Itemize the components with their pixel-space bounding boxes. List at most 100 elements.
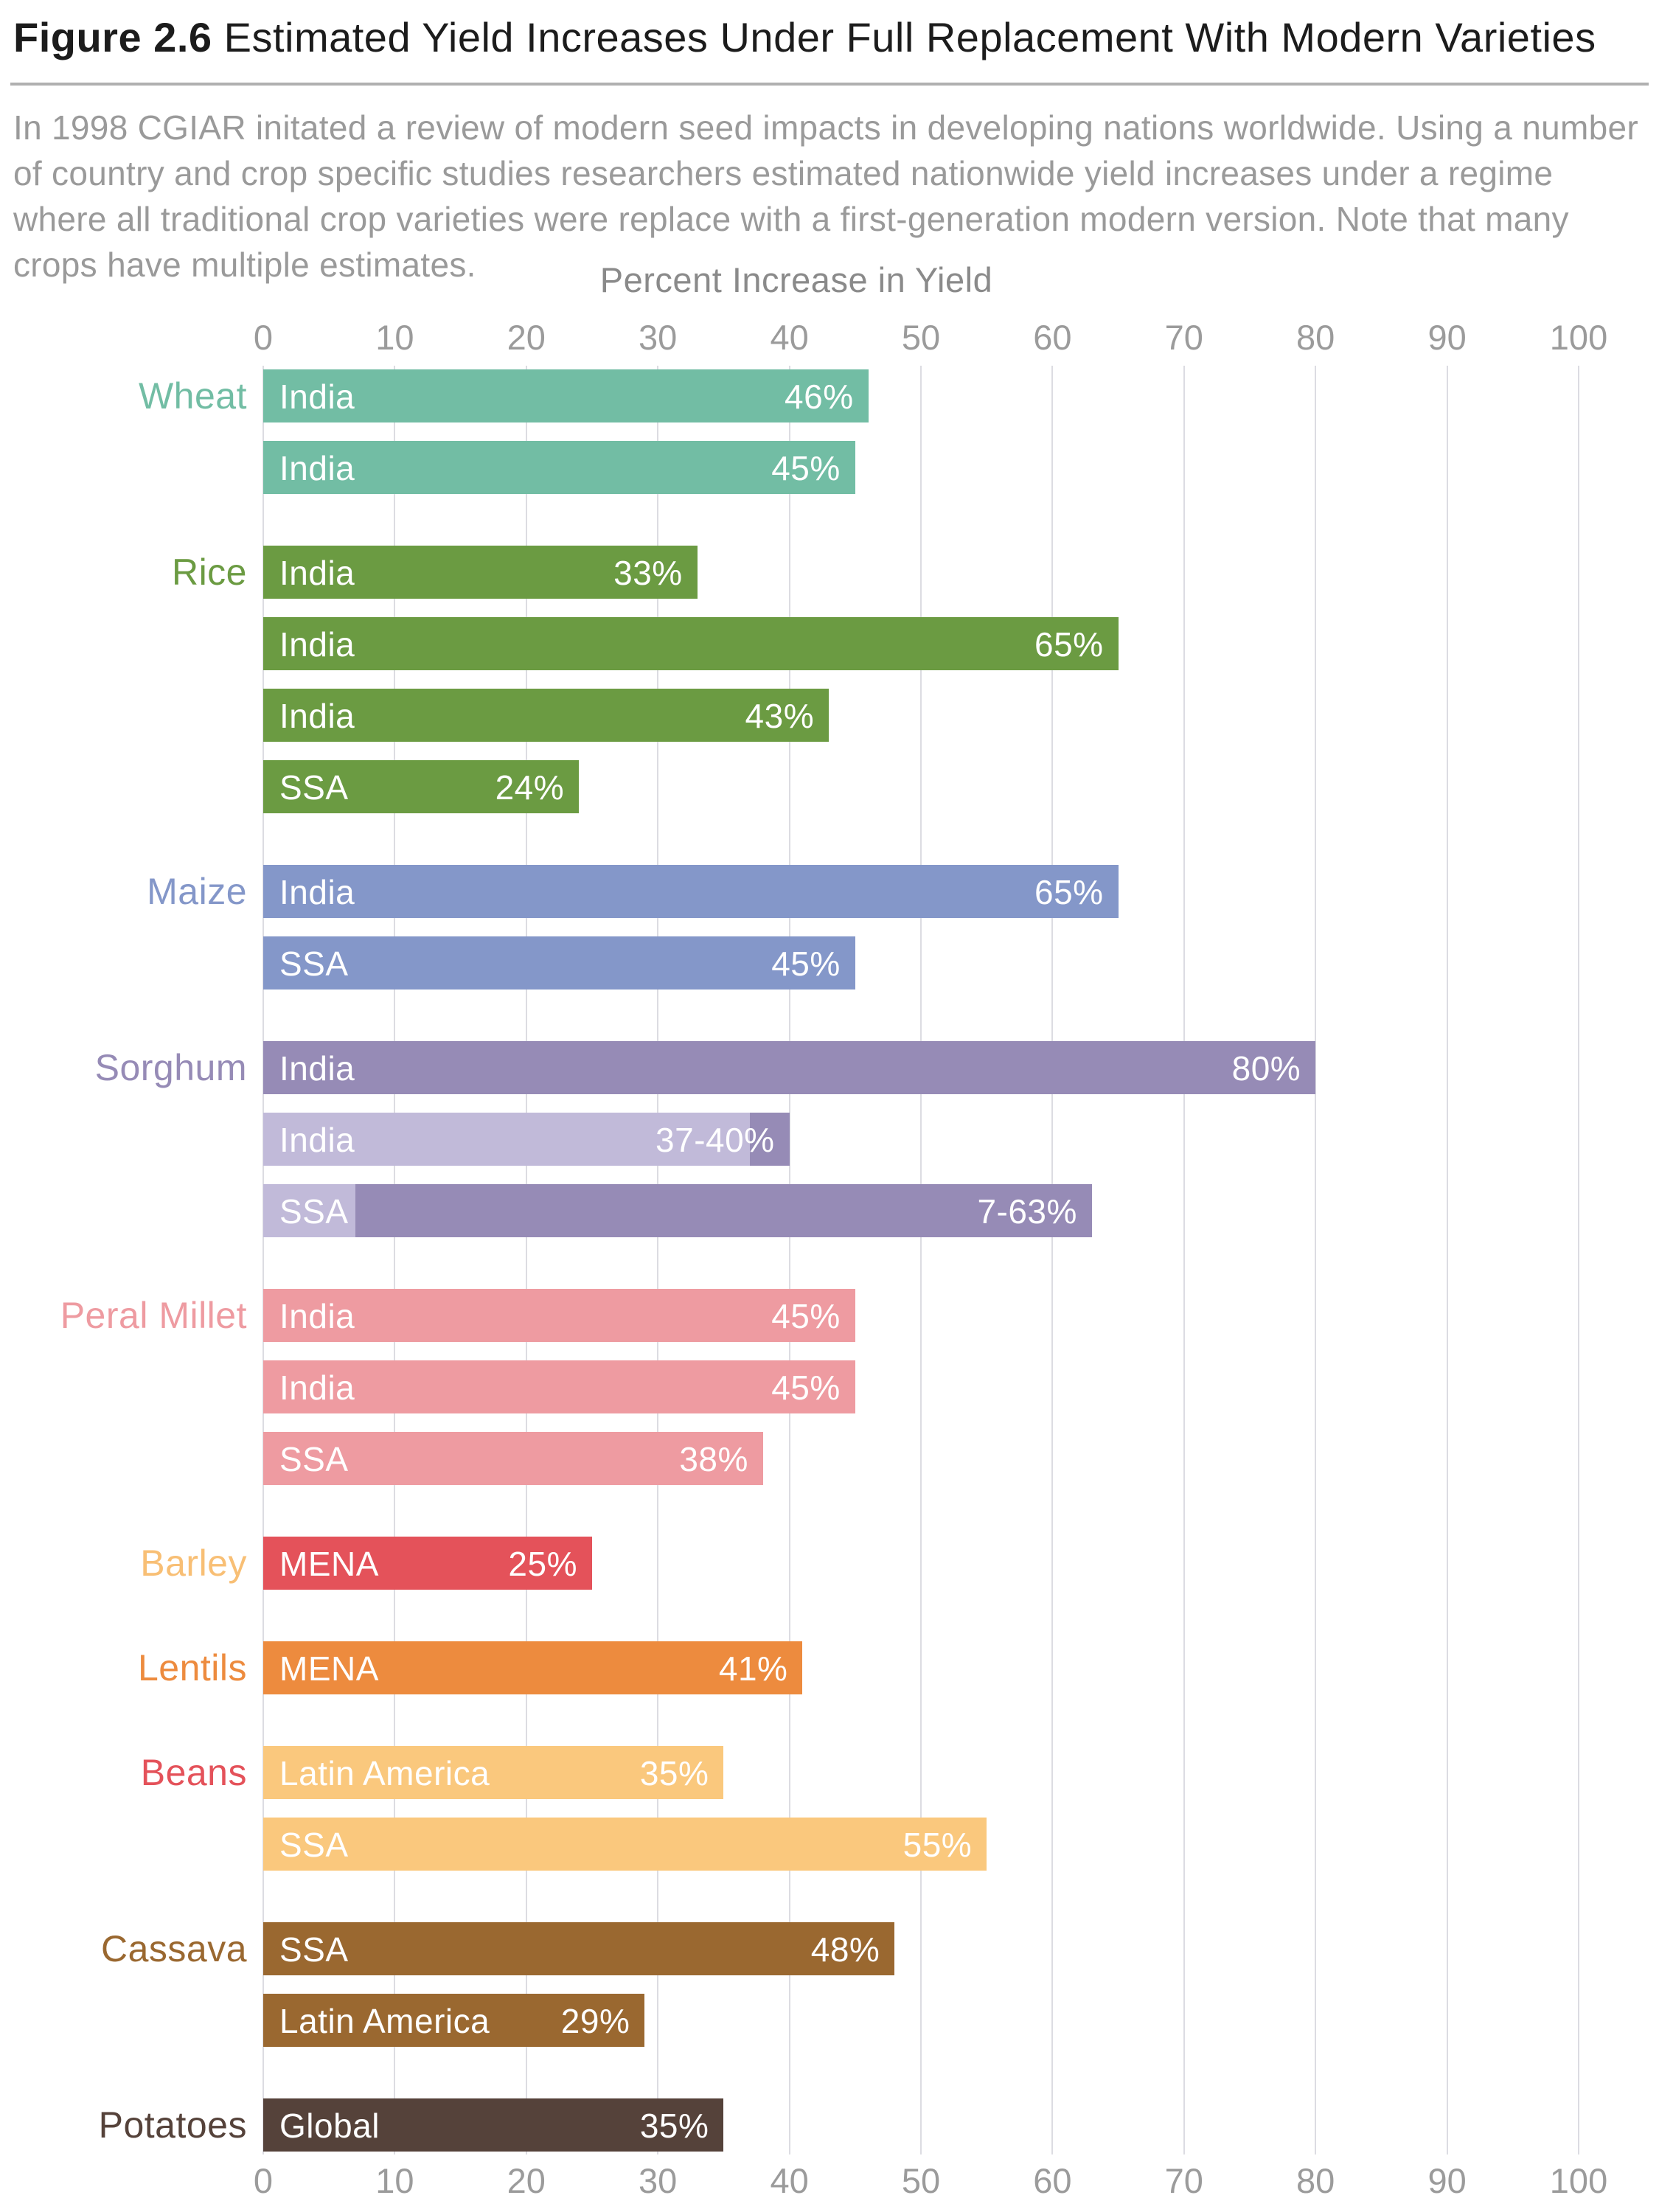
tick-label: 90 [1427, 318, 1467, 357]
tick-label: 70 [1164, 318, 1203, 357]
gridline [1446, 366, 1448, 2154]
bar-value-label: 80% [1231, 1049, 1301, 1088]
gridline [262, 366, 264, 2154]
tick-label: 0 [253, 318, 274, 357]
bar: MENA 41% [263, 1641, 803, 1694]
crop-label: Wheat [138, 375, 247, 417]
bar-region-label: India [279, 1121, 355, 1159]
x-axis-bottom: 0 10 20 30 40 50 60 70 80 90 100 [254, 2160, 1607, 2202]
bar-range-segment [750, 1113, 790, 1166]
bar-region-label: MENA [279, 1545, 379, 1583]
tick-label: 50 [901, 2161, 941, 2200]
bar-value-label: 33% [613, 554, 683, 592]
bar: SSA 7-63% [263, 1184, 1092, 1237]
bar-region-label: SSA [279, 1440, 349, 1478]
bar-region-label: MENA [279, 1649, 379, 1688]
tick-label: 10 [375, 318, 414, 357]
bar: India 45% [263, 1360, 855, 1413]
tick-label: 30 [639, 2161, 678, 2200]
bar: Global 35% [263, 2098, 724, 2152]
bar-region-label: India [279, 449, 355, 487]
bar-region-label: India [279, 873, 355, 911]
crop-label: Sorghum [94, 1047, 247, 1088]
bar: India 37-40% [263, 1113, 790, 1166]
bar-region-label: SSA [279, 1826, 349, 1864]
crop-label: Rice [171, 552, 247, 593]
bar-value-label: 65% [1034, 873, 1104, 911]
bar-value-label: 65% [1034, 625, 1104, 664]
bar: SSA 38% [263, 1432, 763, 1485]
tick-label: 0 [253, 2161, 274, 2200]
bar-region-label: SSA [279, 1192, 349, 1231]
bar-range-segment [355, 1184, 1092, 1237]
plot-area: India 46% India 45% India 33% India 65% India 43%… [262, 366, 1579, 2154]
bar-region-label: Latin America [279, 1754, 490, 1792]
tick-label: 60 [1033, 318, 1072, 357]
crop-label: Lentils [137, 1647, 247, 1688]
crop-label: Peral Millet [60, 1295, 247, 1336]
tick-label: 80 [1296, 318, 1335, 357]
crop-label: Barley [140, 1543, 247, 1584]
bar-value-label: 55% [902, 1826, 973, 1864]
bar-value-label: 45% [771, 945, 841, 983]
bar: Latin America 35% [263, 1746, 724, 1799]
bar: MENA 25% [263, 1537, 592, 1590]
tick-label: 100 [1549, 318, 1608, 357]
crop-label: Maize [147, 871, 247, 912]
bar-value-label: 48% [810, 1930, 880, 1969]
gridline [1578, 366, 1579, 2154]
bar-value-label: 35% [639, 1754, 709, 1792]
bar-region-label: Global [279, 2107, 380, 2145]
x-axis-title: Percent Increase in Yield [599, 260, 993, 299]
bar: India 65% [263, 865, 1119, 918]
tick-label: 70 [1164, 2161, 1203, 2200]
bar-value-label: 45% [771, 449, 841, 487]
tick-label: 90 [1427, 2161, 1467, 2200]
bar-region-label: India [279, 1368, 355, 1407]
tick-label: 40 [770, 318, 809, 357]
bar-region-label: SSA [279, 945, 349, 983]
figure-number: Figure 2.6 [13, 14, 212, 60]
bar-value-label: 45% [771, 1368, 841, 1407]
bar-value-label: 37-40% [655, 1121, 775, 1159]
gridline [1315, 366, 1317, 2154]
bar: SSA 24% [263, 760, 580, 813]
crop-label: Potatoes [98, 2104, 247, 2146]
bar-region-label: India [279, 1297, 355, 1335]
bar: India 80% [263, 1041, 1316, 1094]
bar-value-label: 7-63% [977, 1192, 1077, 1231]
bar: SSA 55% [263, 1818, 987, 1871]
bar: India 45% [263, 1289, 855, 1342]
tick-label: 40 [770, 2161, 809, 2200]
bar-value-label: 45% [771, 1297, 841, 1335]
gridline [1183, 366, 1185, 2154]
gridline [920, 366, 922, 2154]
bar-region-label: India [279, 378, 355, 416]
gridline [788, 366, 790, 2154]
tick-label: 80 [1296, 2161, 1335, 2200]
bar-value-label: 29% [560, 2002, 630, 2040]
bar: India 45% [263, 441, 855, 494]
x-axis-top: 0 10 20 30 40 50 60 70 80 90 100 [254, 317, 1607, 358]
tick-label: 20 [507, 318, 546, 357]
tick-label: 10 [375, 2161, 414, 2200]
bar: India 65% [263, 617, 1119, 670]
bar-region-label: India [279, 697, 355, 735]
bar: India 46% [263, 369, 869, 422]
tick-label: 60 [1033, 2161, 1072, 2200]
bar-value-label: 25% [508, 1545, 577, 1583]
bar-value-label: 41% [718, 1649, 788, 1688]
bar-value-label: 43% [745, 697, 815, 735]
bar-region-label: India [279, 625, 355, 664]
bar: SSA 45% [263, 936, 855, 990]
bar-value-label: 35% [639, 2107, 709, 2145]
bar-region-label: India [279, 554, 355, 592]
tick-label: 30 [639, 318, 678, 357]
bar-region-label: SSA [279, 768, 349, 807]
bar: SSA 48% [263, 1922, 895, 1975]
bar-value-label: 46% [785, 378, 854, 416]
bar-region-label: SSA [279, 1930, 349, 1969]
bar: Latin America 29% [263, 1994, 645, 2047]
figure-title-text: Estimated Yield Increases Under Full Rep… [212, 14, 1596, 60]
